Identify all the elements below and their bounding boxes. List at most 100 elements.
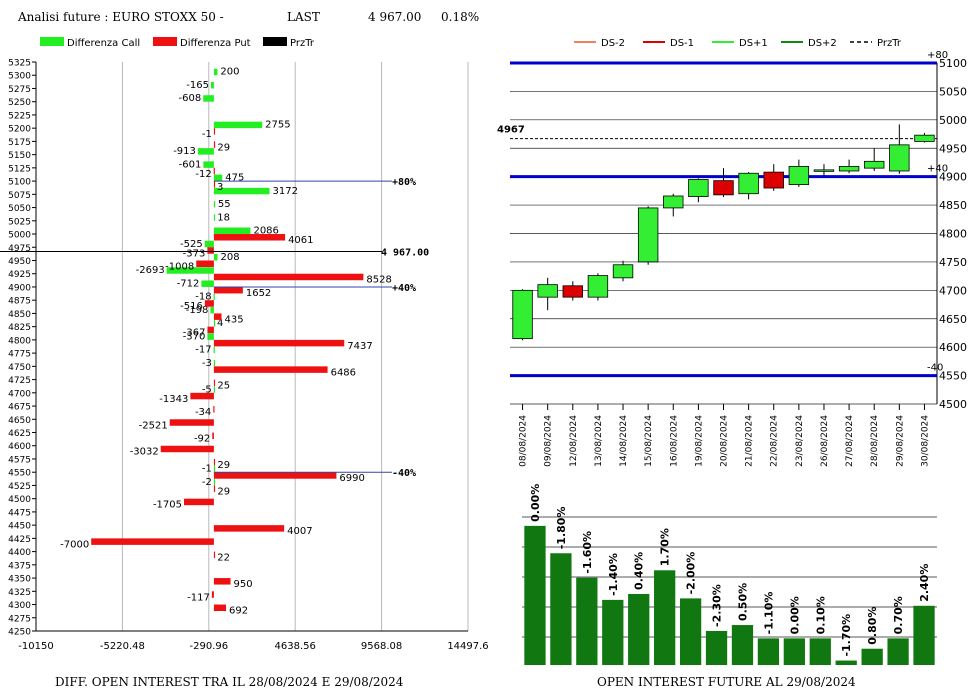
page-title: Analisi future : EURO STOXX 50 -	[17, 10, 224, 24]
y-tick-label: 4725	[8, 376, 31, 386]
put-bar	[213, 339, 345, 347]
put-bar	[213, 286, 243, 294]
oi-bar	[913, 605, 935, 665]
y-tick-label: 4575	[8, 455, 31, 465]
put-bar	[213, 604, 227, 612]
put-bar	[213, 551, 216, 559]
put-bar-label: 692	[229, 606, 248, 617]
call-bar	[211, 81, 214, 89]
put-bar	[213, 485, 216, 492]
candlestick-chart: 5100 5050 5000 4950 4900 4850 4800 4750 4700 4650…	[497, 50, 967, 467]
put-bar-label: -367	[183, 328, 206, 339]
call-bar	[213, 121, 263, 129]
oi-bar	[654, 570, 676, 665]
put-bar-label: 29	[217, 460, 230, 471]
y-tick-label: 4950	[8, 257, 31, 267]
call-bar	[213, 253, 218, 261]
put-bar-label: 950	[234, 579, 253, 590]
put-bar-label: -3032	[130, 447, 159, 458]
put-bar-label: -1705	[153, 500, 182, 511]
call-bar	[203, 95, 214, 102]
x-date-label: 16/08/2024	[669, 415, 679, 467]
x-date-label: 28/08/2024	[870, 415, 880, 467]
x-date-label: 29/08/2024	[895, 415, 905, 467]
oi-bar	[628, 593, 650, 665]
legend-prztr-label: PrzTr	[290, 38, 315, 49]
y-tick-label: 4500	[8, 495, 31, 505]
call-bar	[210, 306, 214, 314]
x-date-label: 30/08/2024	[920, 415, 930, 467]
oi-bar-label: 0.00%	[788, 596, 801, 634]
put-bar-label: -1	[202, 129, 212, 140]
y-tick-label: 4950	[939, 142, 967, 155]
call-bar	[213, 478, 216, 486]
candle-body	[612, 264, 634, 279]
oi-bar	[861, 648, 883, 665]
put-bar	[213, 406, 215, 413]
y-tick-label: 4700	[939, 284, 967, 297]
y-tick-label: 4450	[8, 522, 31, 532]
level-label: +80	[927, 50, 948, 61]
level-label: +40	[927, 164, 948, 175]
y-tick-label: 5275	[8, 85, 31, 95]
call-bar-label: -18	[195, 292, 211, 303]
y-tick-label: 4875	[8, 297, 31, 307]
y-tick-label: 5075	[8, 191, 31, 201]
put-bar-label: 1652	[246, 288, 271, 299]
put-bar-label: -92	[194, 434, 210, 445]
y-tick-label: 4775	[8, 350, 31, 360]
oi-bar-label: -1.80%	[555, 507, 568, 550]
candle-body	[788, 166, 810, 186]
y-tick-label: 4425	[8, 535, 31, 545]
y-tick-label: 4650	[939, 313, 967, 326]
y-tick-label: 5000	[939, 114, 967, 127]
call-bar-label: 2755	[265, 120, 290, 131]
candle-body	[562, 285, 583, 298]
put-bar-label: 7437	[347, 341, 372, 352]
y-tick-label: 5200	[8, 125, 31, 135]
y-tick-label: 4600	[939, 341, 967, 354]
y-tick-label: 4600	[8, 442, 31, 452]
call-bar-label: -712	[177, 278, 200, 289]
y-tick-label: 4925	[8, 270, 31, 280]
y-tick-label: 4500	[939, 398, 967, 411]
y-tick-label: 5050	[939, 85, 967, 98]
x-date-label: 26/08/2024	[820, 415, 830, 467]
x-tick-label: -290.96	[189, 641, 228, 652]
oi-bar-label: -2.00%	[685, 552, 698, 595]
oi-bar	[783, 638, 805, 665]
call-bar	[213, 293, 215, 301]
call-bar	[201, 280, 214, 287]
put-bar	[213, 458, 216, 466]
oi-bar	[757, 638, 780, 665]
candle-body	[763, 171, 784, 189]
put-bar	[91, 538, 214, 545]
candle-body	[512, 289, 533, 340]
diff-open-interest-chart: -10150 -5220.48 -290.96 4638.56 9568.08 14497…	[0, 59, 489, 652]
y-tick-label: 5150	[8, 151, 31, 161]
oi-bar	[835, 660, 857, 665]
oi-bar	[524, 525, 546, 665]
y-tick-label: 4250	[8, 628, 31, 638]
oi-bar	[887, 638, 909, 665]
oi-bar-label: -1.70%	[840, 614, 853, 657]
x-date-label: 27/08/2024	[845, 415, 855, 467]
call-bar	[203, 161, 214, 168]
level-label: -40	[927, 363, 943, 374]
oi-bar	[731, 625, 754, 665]
put-bar-label: 29	[217, 486, 230, 497]
call-bar-label: 55	[218, 199, 231, 210]
oi-bar	[679, 598, 702, 665]
y-tick-label: 4300	[8, 601, 31, 611]
x-tick-label: 9568.08	[361, 641, 402, 652]
x-date-label: 14/08/2024	[619, 415, 629, 467]
legend-ds-minus1-label: DS-1	[670, 38, 694, 49]
change-percent: 0.18%	[441, 10, 479, 24]
put-bar	[213, 273, 364, 281]
put-bar	[184, 498, 214, 506]
legend-call-label: Differenza Call	[67, 38, 140, 49]
oi-bar	[576, 577, 598, 665]
y-tick-label: 4525	[8, 482, 31, 492]
oi-bar	[550, 553, 572, 665]
